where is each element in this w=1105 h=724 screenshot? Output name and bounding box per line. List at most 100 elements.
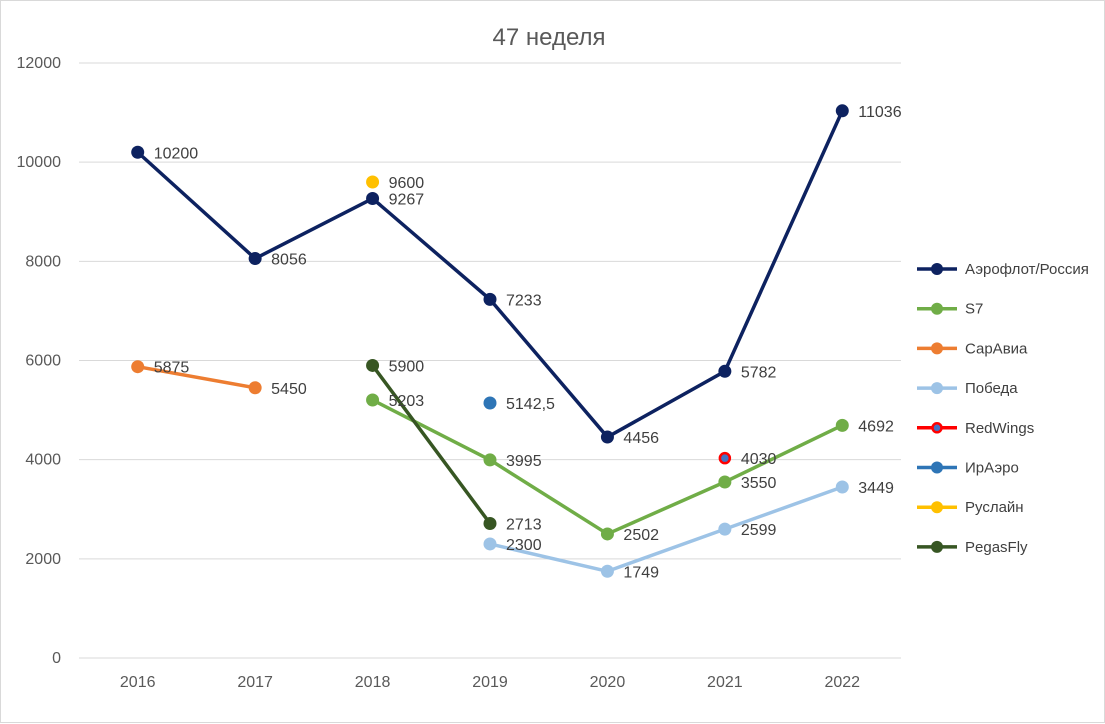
x-axis-ticks: 2016 2017 2018 2019 2020 2021 2022 [120, 674, 860, 691]
data-point [483, 453, 497, 467]
data-point [600, 564, 614, 578]
data-label: 5900 [389, 358, 425, 375]
data-point [366, 358, 380, 372]
data-label: 3550 [741, 475, 777, 492]
x-tick-label: 2022 [824, 674, 860, 691]
data-point [366, 393, 380, 407]
data-label: 9600 [389, 175, 425, 192]
data-point [248, 381, 262, 395]
data-point [835, 418, 849, 432]
data-label: 3995 [506, 453, 542, 470]
data-point [248, 252, 262, 266]
legend-marker [931, 382, 943, 395]
data-point [835, 104, 849, 118]
data-label: 1749 [623, 564, 659, 581]
series-0 [131, 104, 849, 444]
data-label: 5142,5 [506, 396, 555, 413]
y-tick-label: 2000 [25, 551, 61, 568]
data-label: 2713 [506, 516, 542, 533]
data-labels: 10200 8056 9267 7233 4456 5782 11036 5203 3995 25… [154, 104, 902, 581]
data-label: 2502 [623, 527, 659, 544]
data-label: 5203 [389, 393, 425, 410]
x-tick-label: 2018 [355, 674, 391, 691]
legend-item: СарАвиа [917, 340, 1028, 357]
x-tick-label: 2017 [237, 674, 273, 691]
series-line [488, 485, 845, 574]
y-tick-label: 12000 [17, 55, 62, 72]
data-point [366, 192, 380, 206]
legend-item: Победа [917, 380, 1018, 397]
data-label: 4692 [858, 418, 894, 435]
legend-item: PegasFly [917, 539, 1028, 556]
legend-label: СарАвиа [965, 340, 1028, 357]
legend-label: Победа [965, 380, 1018, 397]
data-label: 5782 [741, 364, 777, 381]
y-tick-label: 10000 [17, 154, 62, 171]
data-point [131, 360, 145, 374]
y-tick-label: 6000 [25, 353, 61, 370]
data-point [718, 522, 732, 536]
series-5 [483, 396, 497, 410]
data-label: 11036 [858, 104, 901, 121]
chart-title: 47 неделя [493, 24, 606, 51]
legend-item: RedWings [917, 420, 1034, 437]
series-line [370, 363, 492, 526]
legend-marker [931, 422, 943, 434]
data-label: 7233 [506, 292, 542, 309]
data-point [131, 145, 145, 159]
legend-label: Аэрофлот/Россия [965, 261, 1089, 278]
data-point [483, 516, 497, 530]
legend-label: RedWings [965, 420, 1034, 437]
data-point [600, 527, 614, 541]
legend-label: Руслайн [965, 499, 1024, 516]
legend-item: Аэрофлот/Россия [917, 261, 1089, 278]
x-tick-label: 2016 [120, 674, 156, 691]
y-tick-label: 0 [52, 650, 61, 667]
legend-marker [931, 461, 943, 474]
y-tick-label: 4000 [25, 452, 61, 469]
legend-marker [931, 501, 943, 514]
data-point [835, 480, 849, 494]
gridlines [79, 62, 901, 659]
data-point [483, 537, 497, 551]
data-point [483, 396, 497, 410]
series-layer [131, 104, 849, 578]
legend-marker [931, 540, 943, 553]
data-point [718, 475, 732, 489]
data-label: 2300 [506, 537, 542, 554]
series-2 [131, 360, 262, 395]
data-point [366, 175, 380, 189]
data-point [483, 292, 497, 306]
data-label: 8056 [271, 252, 307, 269]
data-label: 4030 [741, 451, 777, 468]
x-tick-label: 2021 [707, 674, 743, 691]
series-6 [366, 175, 380, 189]
data-label: 3449 [858, 480, 894, 497]
data-label: 10200 [154, 145, 199, 162]
legend-item: Руслайн [917, 499, 1024, 516]
series-7 [366, 358, 497, 530]
data-point [718, 364, 732, 378]
y-tick-label: 8000 [25, 253, 61, 270]
series-4 [718, 451, 732, 465]
data-point [718, 451, 732, 465]
legend: Аэрофлот/Россия S7 СарАвиа Победа RedWings Ир… [917, 261, 1089, 556]
data-point [600, 430, 614, 444]
data-label: 4456 [623, 430, 659, 447]
y-axis-ticks: 0 2000 4000 6000 8000 10000 12000 [17, 55, 62, 667]
series-3 [483, 480, 849, 578]
legend-marker [931, 263, 943, 275]
x-tick-label: 2019 [472, 674, 508, 691]
series-line [135, 109, 845, 439]
x-tick-label: 2020 [590, 674, 626, 691]
data-label: 9267 [389, 192, 425, 209]
data-label: 5875 [154, 360, 190, 377]
data-label: 5450 [271, 381, 307, 398]
series-1 [366, 393, 849, 541]
legend-label: PegasFly [965, 539, 1028, 556]
data-label: 2599 [741, 522, 777, 539]
legend-label: S7 [965, 301, 983, 318]
legend-item: ИрАэро [917, 460, 1019, 477]
